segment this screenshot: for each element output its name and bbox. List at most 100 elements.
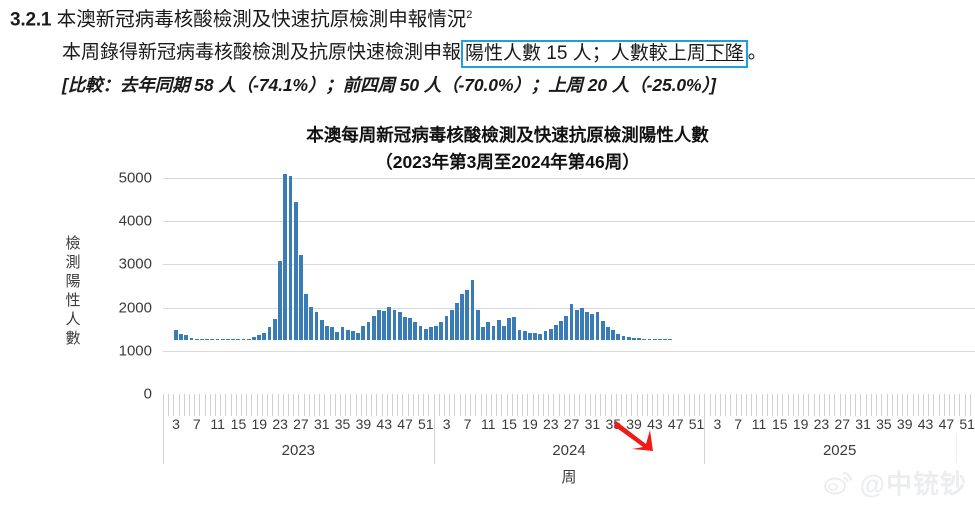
bar <box>668 339 673 340</box>
bar <box>366 321 371 340</box>
y-axis-tick-labels: 0 1000 2000 3000 4000 5000 <box>84 170 158 403</box>
section-heading: 3.2.1 本澳新冠病毒核酸檢測及快速抗原檢測申報情況2 <box>0 0 975 36</box>
gridline <box>163 307 975 309</box>
tick-mark <box>277 394 279 416</box>
bar <box>465 290 470 340</box>
bar <box>382 310 386 340</box>
bar <box>626 336 631 340</box>
gridline <box>163 264 975 266</box>
bar <box>309 307 314 340</box>
bar <box>658 339 662 340</box>
tick-mark <box>756 394 758 416</box>
tick-mark <box>173 394 175 416</box>
bar <box>257 335 262 340</box>
tick-mark <box>366 394 367 416</box>
bar <box>621 335 626 340</box>
tick-mark <box>673 394 675 416</box>
tick-mark <box>308 394 310 416</box>
gridline <box>163 178 975 179</box>
tick-mark <box>511 394 513 416</box>
bar <box>413 321 418 340</box>
bar <box>241 339 246 340</box>
x-axis-tick-labels: 3 7 11 15 19 23 27 31 35 39 43 47 51 3 7 11 15 19 23 27 31 35… <box>163 416 975 436</box>
bar <box>184 335 189 340</box>
tick-mark <box>641 394 643 416</box>
tick-mark <box>563 394 565 416</box>
x-axis-tick-label: 35 <box>876 416 892 432</box>
x-axis-tick-label: 51 <box>418 416 434 432</box>
tick-mark <box>381 394 383 416</box>
x-axis-tick-label: 43 <box>376 416 392 432</box>
tick-mark <box>329 394 331 416</box>
bar <box>569 303 574 340</box>
tick-mark <box>251 394 253 416</box>
watermark-divider <box>956 435 957 463</box>
tick-mark <box>798 394 800 416</box>
tick-mark <box>688 394 690 416</box>
bar <box>632 337 636 340</box>
tick-mark <box>808 394 810 416</box>
bar <box>533 333 537 340</box>
x-axis-tick-label: 7 <box>463 416 472 432</box>
tick-mark <box>569 394 570 416</box>
x-axis-tick-label: 23 <box>813 416 830 432</box>
x-axis-tick-label: 3 <box>713 416 722 432</box>
y-axis-title: 檢測陽性人數 <box>62 234 84 348</box>
tick-mark <box>496 394 498 416</box>
tick-mark <box>891 394 893 416</box>
tick-mark <box>922 394 924 416</box>
tick-mark <box>933 394 935 416</box>
bar <box>220 339 225 340</box>
x-axis-tick-label: 35 <box>334 416 351 432</box>
bar <box>174 329 178 340</box>
tick-mark <box>235 394 237 416</box>
bar <box>350 331 355 340</box>
x-axis-tick-label: 43 <box>647 416 663 432</box>
tick-mark <box>772 394 773 416</box>
tick-mark <box>506 394 508 416</box>
bar <box>600 321 605 340</box>
tick-mark <box>199 394 201 416</box>
tick-mark <box>225 394 227 416</box>
bar <box>392 310 397 340</box>
tick-mark <box>183 394 185 416</box>
tick-mark <box>709 394 711 416</box>
x-axis-tick-label: 19 <box>522 416 538 432</box>
x-axis-tick-label: 19 <box>251 416 268 432</box>
bar <box>512 316 517 340</box>
bar <box>345 330 350 340</box>
tick-mark <box>209 394 211 416</box>
x-axis-tick-label: 15 <box>501 416 517 432</box>
highlight-emphasis-text: 下降 <box>705 42 744 64</box>
gridline <box>163 350 975 352</box>
tick-mark <box>464 394 466 416</box>
document-text-block: 3.2.1 本澳新冠病毒核酸檢測及快速抗原檢測申報情況2 本周錄得新冠病毒核酸檢… <box>0 0 975 99</box>
bar <box>356 332 360 340</box>
x-axis-tick-label: 47 <box>397 416 413 432</box>
y-axis-title-char: 陽 <box>65 273 81 290</box>
bar <box>231 339 236 340</box>
tick-mark <box>350 394 352 416</box>
tick-mark <box>699 394 701 416</box>
x-axis-tick-label: 27 <box>834 416 851 432</box>
tick-mark <box>829 394 831 416</box>
bar <box>522 331 527 340</box>
tick-mark <box>751 394 753 416</box>
tick-mark <box>475 394 477 416</box>
weibo-icon <box>823 471 852 494</box>
x-axis-tick-label: 39 <box>896 416 913 432</box>
tick-mark <box>740 394 742 416</box>
bar <box>486 321 491 340</box>
tick-mark <box>761 394 763 416</box>
tick-mark <box>189 394 191 416</box>
bar <box>272 319 277 340</box>
bar <box>205 339 210 340</box>
bar <box>288 175 293 340</box>
tick-mark <box>600 394 602 416</box>
tick-mark <box>667 394 669 416</box>
x-axis-tick-label: 39 <box>626 416 642 432</box>
tick-mark <box>636 394 638 416</box>
tick-mark <box>319 394 321 416</box>
tick-mark <box>735 394 737 416</box>
bar <box>246 339 251 340</box>
